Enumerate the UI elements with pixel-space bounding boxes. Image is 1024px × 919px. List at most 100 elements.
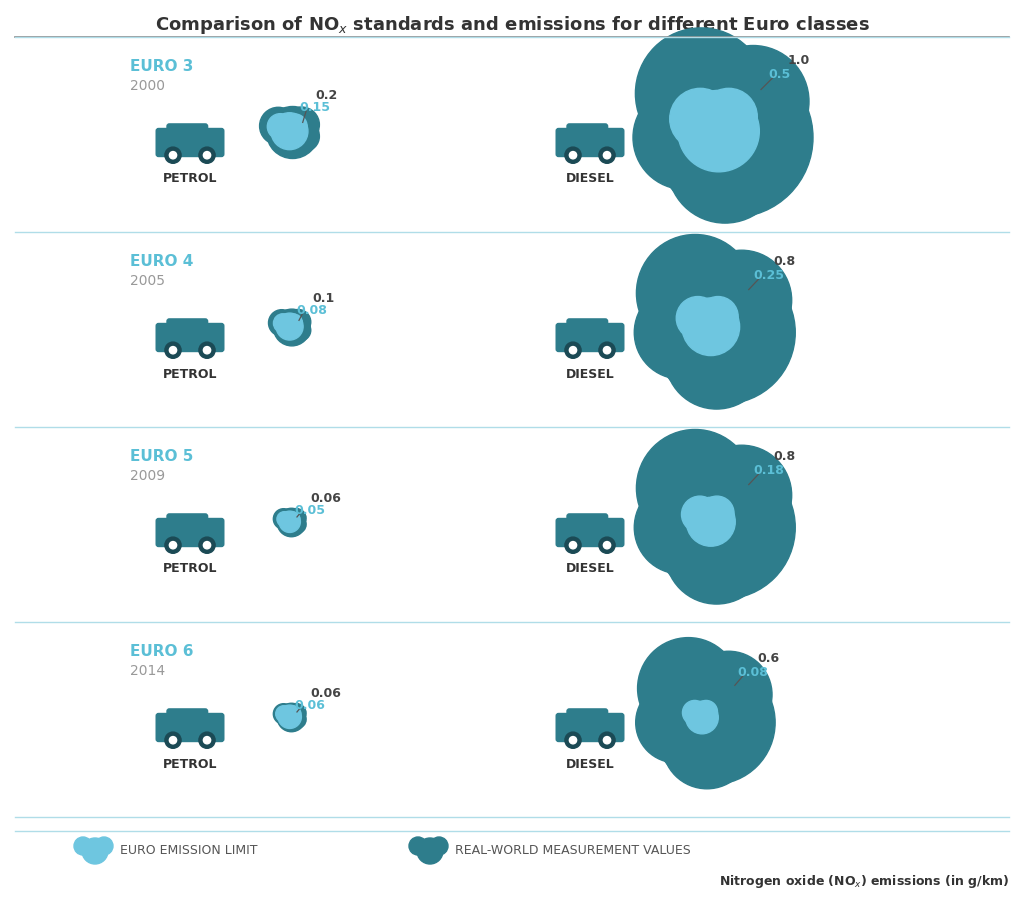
Circle shape [689,711,711,732]
FancyBboxPatch shape [156,713,224,743]
Circle shape [565,537,581,553]
Circle shape [652,456,796,599]
Circle shape [565,342,581,358]
Text: 2009: 2009 [130,469,165,483]
Circle shape [165,342,181,358]
Text: 0.06: 0.06 [295,698,326,711]
Circle shape [280,511,300,532]
Circle shape [285,314,302,332]
Circle shape [165,147,181,164]
Circle shape [699,496,734,530]
Circle shape [271,113,308,150]
Circle shape [665,501,768,604]
Circle shape [710,111,757,159]
Circle shape [569,152,577,159]
Text: 1.0: 1.0 [788,53,810,66]
FancyBboxPatch shape [166,709,208,734]
Circle shape [199,147,215,164]
Circle shape [283,114,307,138]
Circle shape [165,537,181,553]
Text: EURO 4: EURO 4 [130,254,194,269]
Circle shape [279,705,301,729]
Circle shape [275,706,292,722]
FancyBboxPatch shape [566,318,608,344]
Circle shape [652,261,796,404]
Circle shape [268,310,295,336]
Circle shape [95,837,113,855]
Circle shape [82,838,108,864]
Circle shape [682,700,707,725]
Circle shape [603,541,610,549]
Circle shape [636,28,767,159]
Circle shape [276,512,292,527]
Text: DIESEL: DIESEL [565,562,614,575]
Circle shape [599,537,615,553]
Circle shape [286,310,310,335]
Circle shape [273,313,292,333]
Circle shape [169,541,176,549]
Text: 0.15: 0.15 [300,101,331,114]
Circle shape [565,732,581,748]
FancyBboxPatch shape [156,128,224,157]
Circle shape [280,322,296,337]
Circle shape [599,732,615,748]
Circle shape [204,152,211,159]
Circle shape [682,298,739,356]
FancyBboxPatch shape [555,713,625,743]
Circle shape [165,732,181,748]
Circle shape [691,513,723,544]
Circle shape [603,152,610,159]
Circle shape [286,706,301,721]
Circle shape [636,234,754,352]
Circle shape [284,107,319,142]
Text: 0.06: 0.06 [310,492,341,505]
Text: 0.18: 0.18 [754,464,784,477]
Circle shape [599,342,615,358]
Circle shape [636,682,716,763]
Text: REAL-WORLD MEASUREMENT VALUES: REAL-WORLD MEASUREMENT VALUES [455,845,691,857]
Circle shape [700,88,758,145]
Text: EURO 5: EURO 5 [130,449,194,464]
Circle shape [169,346,176,354]
Circle shape [278,703,306,732]
FancyBboxPatch shape [555,517,625,547]
Circle shape [670,278,749,357]
Circle shape [603,736,610,743]
Text: EURO 3: EURO 3 [130,59,194,74]
Circle shape [685,652,772,738]
Circle shape [688,316,725,354]
Circle shape [280,517,297,535]
Circle shape [691,250,792,350]
FancyBboxPatch shape [566,709,608,734]
Text: 0.1: 0.1 [312,292,335,305]
Circle shape [169,736,176,743]
Circle shape [74,837,92,855]
Circle shape [633,85,737,189]
FancyBboxPatch shape [566,513,608,539]
Text: EURO EMISSION LIMIT: EURO EMISSION LIMIT [120,845,257,857]
Circle shape [636,429,754,547]
Circle shape [678,90,760,172]
FancyBboxPatch shape [555,323,625,352]
Circle shape [278,508,306,537]
Circle shape [697,46,809,157]
Circle shape [663,699,752,789]
Circle shape [276,313,303,340]
Circle shape [676,297,720,340]
Circle shape [199,342,215,358]
Text: PETROL: PETROL [163,368,217,380]
Text: PETROL: PETROL [163,757,217,770]
Circle shape [204,736,211,743]
Circle shape [569,736,577,743]
FancyBboxPatch shape [555,128,625,157]
Circle shape [273,309,310,346]
Circle shape [290,711,306,728]
Circle shape [667,676,735,744]
Circle shape [698,709,717,729]
Circle shape [682,496,718,533]
Text: 0.6: 0.6 [758,652,779,665]
Circle shape [686,701,718,734]
Circle shape [694,700,718,723]
Text: 0.08: 0.08 [296,304,327,317]
FancyBboxPatch shape [156,517,224,547]
